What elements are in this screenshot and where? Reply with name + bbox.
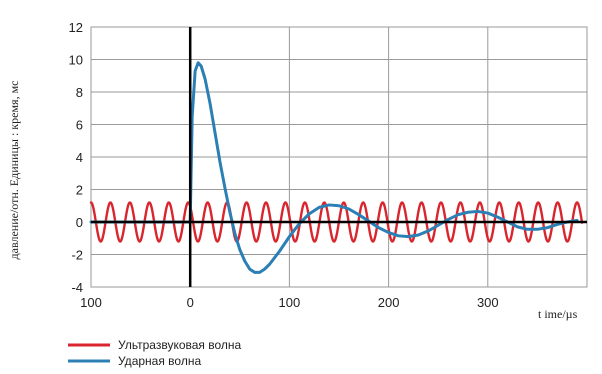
y-tick-label: 4 <box>76 150 83 165</box>
y-axis-title: давление/отн. Единицы : кремя, мс <box>7 81 21 260</box>
legend: Ультразвуковая волна Ударная волна <box>68 338 242 368</box>
y-tick-labels: -4 -2 0 2 4 6 8 10 12 <box>69 20 83 295</box>
legend-label-1: Ультразвуковая волна <box>118 338 242 352</box>
zero-axes <box>91 27 587 287</box>
series-line-1 <box>89 201 584 243</box>
grid <box>90 26 588 288</box>
y-tick-label: 12 <box>69 20 83 35</box>
y-tick-label: 10 <box>69 53 83 68</box>
x-tick-label: 0 <box>187 295 194 310</box>
y-tick-label: 8 <box>76 85 83 100</box>
x-tick-label: 200 <box>378 295 400 310</box>
y-tick-label: -2 <box>71 248 83 263</box>
x-tick-label: 300 <box>477 295 499 310</box>
legend-label-2: Ударная волна <box>118 354 201 368</box>
y-tick-label: -4 <box>71 280 83 295</box>
y-tick-label: 6 <box>76 118 83 133</box>
y-tick-label: 2 <box>76 183 83 198</box>
y-tick-label: 0 <box>76 215 83 230</box>
series-line-2 <box>89 61 579 274</box>
x-tick-labels: 100 0 100 200 300 <box>80 295 499 310</box>
x-tick-label: 100 <box>279 295 301 310</box>
x-tick-label: 100 <box>80 295 102 310</box>
x-axis-title: t ime/µs <box>538 307 578 321</box>
series-group <box>89 61 584 274</box>
